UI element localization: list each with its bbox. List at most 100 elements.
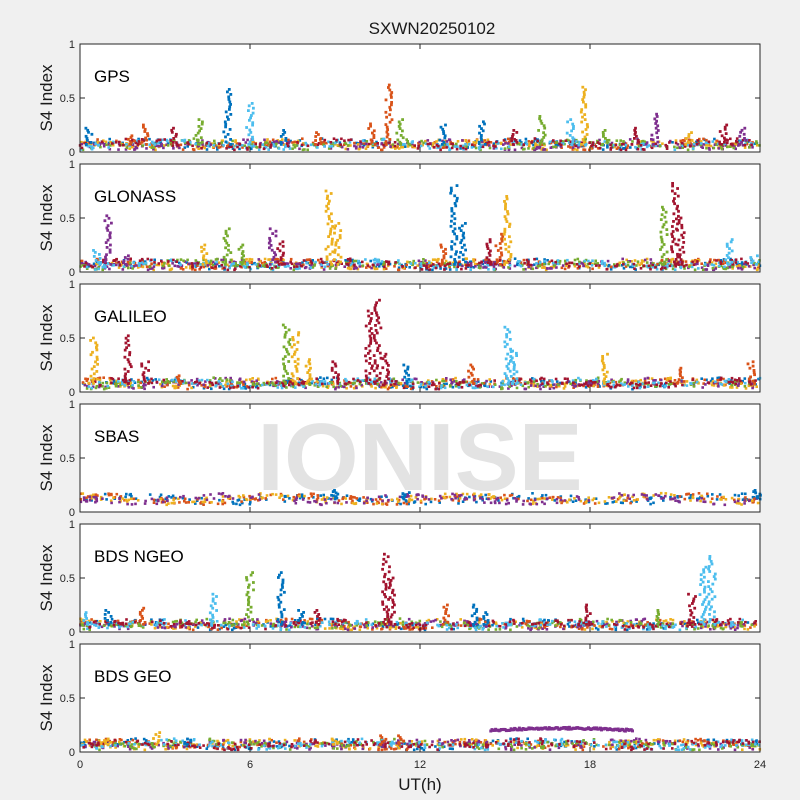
data-point [231, 262, 234, 266]
data-point [173, 386, 176, 390]
data-point [208, 379, 212, 382]
data-point [194, 381, 197, 384]
spike-point [672, 212, 676, 216]
data-point [389, 145, 392, 148]
spike-point [308, 375, 312, 379]
spike-point [505, 335, 509, 339]
data-point [531, 492, 534, 495]
data-point [186, 141, 190, 144]
data-point [615, 139, 619, 142]
data-point [293, 140, 297, 144]
data-point [105, 498, 108, 501]
data-point [330, 145, 334, 148]
data-point [361, 264, 365, 267]
spike-point [226, 115, 229, 119]
data-point [532, 382, 536, 385]
data-point [437, 262, 441, 266]
spike-point [374, 329, 378, 332]
data-point [671, 264, 675, 268]
spike-point [663, 215, 667, 219]
data-point [374, 498, 378, 501]
data-point [593, 383, 596, 386]
data-point [699, 140, 703, 143]
data-point [172, 501, 176, 504]
data-point [710, 263, 714, 266]
spike-point [109, 263, 113, 266]
data-point [109, 378, 112, 382]
data-point [635, 500, 638, 503]
data-point [596, 141, 600, 144]
data-point [162, 146, 165, 150]
data-point [751, 146, 754, 149]
spike-point [655, 131, 659, 135]
data-point [116, 385, 120, 388]
data-point [241, 146, 244, 149]
spike-point [472, 377, 476, 381]
spike-point [247, 104, 251, 108]
data-point [637, 143, 641, 146]
spike-point [454, 252, 458, 256]
data-point [555, 266, 558, 269]
data-point [251, 382, 255, 385]
data-point [158, 495, 162, 499]
data-point [730, 258, 733, 262]
data-point [549, 146, 553, 149]
spike-point [377, 321, 381, 325]
spike-point [384, 352, 388, 356]
data-point [620, 377, 623, 381]
data-point [674, 141, 678, 145]
spike-point [459, 229, 463, 232]
data-point [715, 143, 718, 147]
data-point [510, 139, 513, 143]
spike-point [333, 258, 336, 261]
data-point [187, 381, 191, 385]
data-point [663, 385, 666, 388]
spike-point [751, 379, 755, 383]
spike-point [511, 143, 515, 146]
data-point [603, 263, 607, 267]
data-point [248, 260, 251, 264]
data-point [402, 386, 406, 390]
data-point [334, 263, 338, 267]
data-point [343, 385, 346, 389]
axes-background [80, 404, 760, 512]
data-point [311, 259, 314, 262]
data-point [519, 383, 523, 386]
data-point [200, 384, 203, 387]
data-point [243, 265, 247, 269]
data-point [170, 496, 173, 499]
data-point [436, 264, 440, 267]
spike-point [502, 232, 506, 236]
data-point [212, 144, 216, 147]
data-point [296, 267, 299, 271]
data-point [419, 144, 423, 148]
data-point [316, 146, 319, 149]
data-point [145, 376, 149, 380]
data-point [365, 262, 369, 266]
data-point [573, 264, 577, 268]
data-point [144, 261, 148, 265]
data-point [347, 263, 350, 266]
data-point [123, 384, 127, 387]
data-point [256, 262, 259, 266]
data-point [255, 379, 258, 382]
data-point [505, 497, 509, 501]
data-point [522, 268, 525, 271]
spike-point [369, 122, 372, 126]
data-point [349, 381, 352, 385]
spike-point [660, 255, 664, 259]
data-point [619, 501, 623, 504]
spike-point [92, 249, 95, 252]
data-point [532, 263, 536, 266]
spike-point [505, 364, 509, 368]
data-point [726, 138, 729, 142]
data-point [188, 266, 192, 270]
spike-point [459, 251, 462, 254]
data-point [659, 384, 662, 388]
data-point [397, 147, 401, 150]
data-point [406, 142, 410, 145]
data-point [238, 147, 241, 151]
data-point [565, 262, 568, 266]
data-point [110, 377, 113, 380]
